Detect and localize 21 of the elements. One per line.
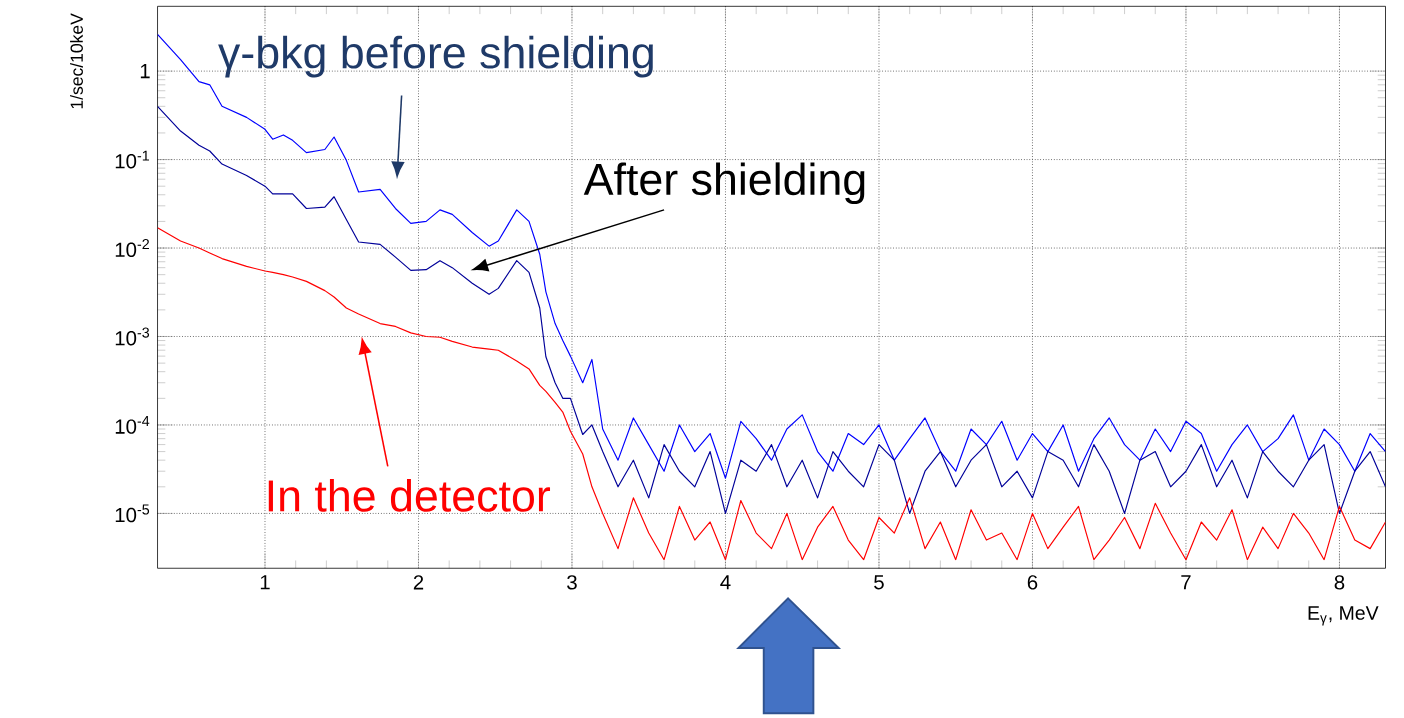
x-tick-label: 5 [874, 575, 884, 590]
line-series [157, 227, 1386, 561]
y-tick-label: 10$^{-4}$ [115, 416, 150, 434]
y-axis-title: 1/sec/10keV [70, 13, 83, 109]
x-tick-label: 2 [413, 575, 424, 590]
y-tick-label: 1 [140, 64, 150, 79]
x-tick-label: 6 [1027, 575, 1038, 590]
annotation: In the detector [268, 478, 551, 512]
x-tick-label: 3 [567, 575, 577, 590]
y-tick-label: 10$^{-5}$ [115, 504, 150, 523]
annotation: After shielding [583, 162, 865, 205]
y-tick-label: 10$^{-1}$ [115, 150, 149, 169]
annotation: γ-bkg before shielding [218, 35, 653, 78]
x-tick-label: 8 [1334, 575, 1345, 590]
y-tick-label: 10$^{-2}$ [115, 239, 149, 257]
line-series [157, 33, 1386, 479]
y-tick-label: 10$^{-3}$ [115, 327, 150, 346]
x-tick-label: 1 [260, 575, 270, 590]
x-tick-label: 4 [720, 575, 731, 590]
x-axis-title: E$_{γ}$, MeV [1308, 606, 1379, 626]
x-tick-label: 7 [1181, 575, 1191, 590]
